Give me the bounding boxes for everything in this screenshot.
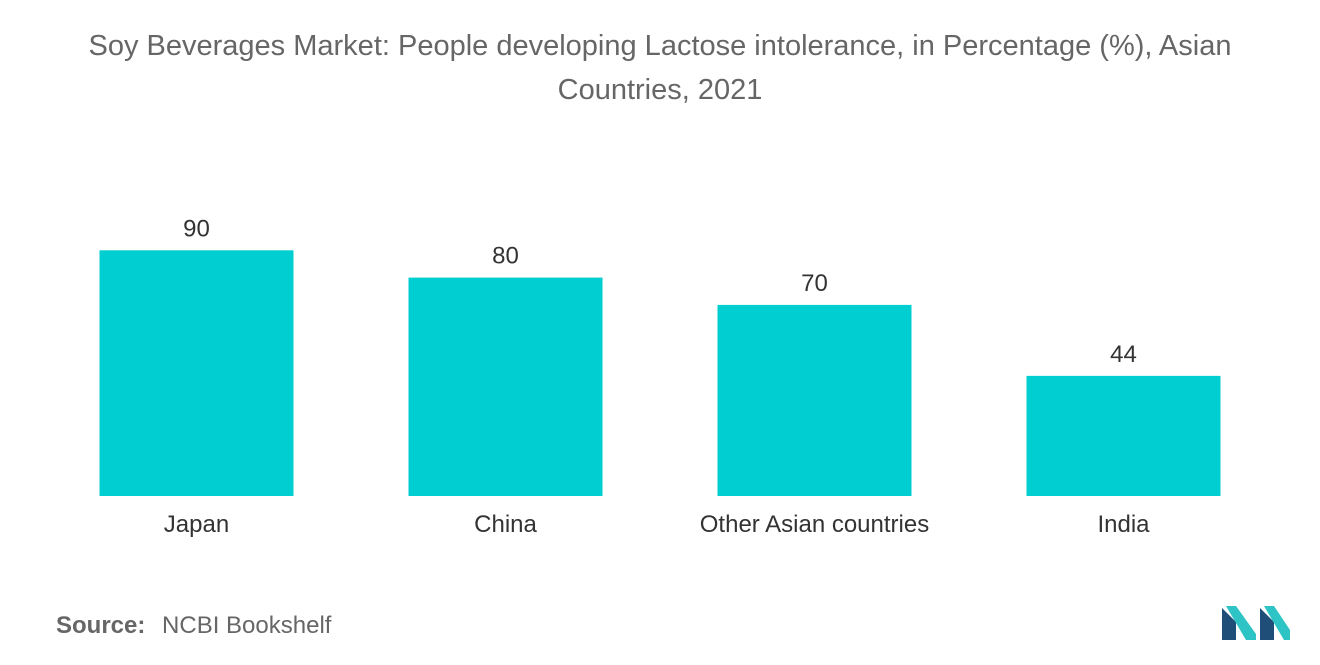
category-label-japan: Japan <box>164 511 229 538</box>
mordor-logo-icon <box>1222 606 1290 640</box>
source-text: NCBI Bookshelf <box>162 612 332 639</box>
category-label-china: China <box>474 511 537 538</box>
value-label-other-asian-countries: 70 <box>801 270 828 297</box>
bar-chart: 90 80 70 44 Japan China Other Asian countries… <box>99 215 1221 538</box>
bar-other-asian-countries <box>717 304 912 496</box>
bar-china <box>408 277 603 496</box>
value-labels-layer: 90 80 70 44 <box>183 215 1137 368</box>
bar-japan <box>99 250 294 496</box>
logo-shape-1 <box>1222 608 1236 640</box>
value-label-china: 80 <box>492 243 519 270</box>
bar-india <box>1026 375 1221 496</box>
bars-layer <box>99 250 1221 496</box>
value-label-india: 44 <box>1110 341 1137 368</box>
value-label-japan: 90 <box>183 215 210 242</box>
category-labels-layer: Japan China Other Asian countries India <box>164 511 1150 538</box>
chart-title: Soy Beverages Market: People developing … <box>88 30 1232 106</box>
logo-shape-4 <box>1264 606 1290 640</box>
category-label-india: India <box>1097 511 1150 538</box>
source-label: Source: <box>56 612 146 639</box>
logo-shape-3 <box>1260 608 1274 640</box>
category-label-other-asian-countries: Other Asian countries <box>700 511 929 538</box>
logo-shape-2 <box>1226 606 1256 640</box>
source-note: Source: NCBI Bookshelf <box>56 612 331 640</box>
